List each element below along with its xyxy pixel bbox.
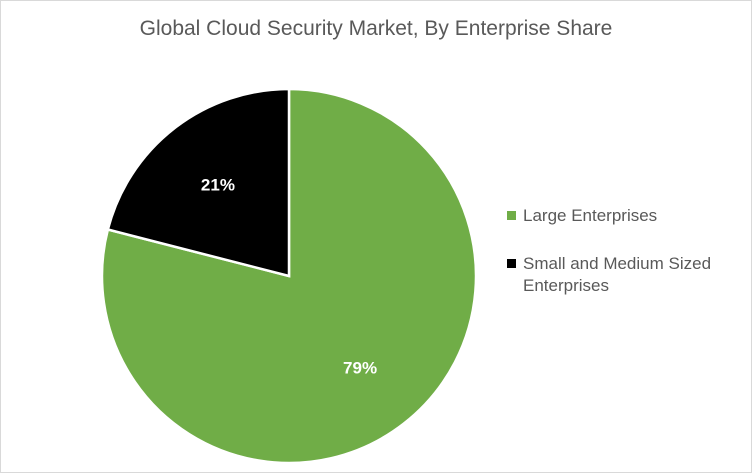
legend-swatch-sme xyxy=(507,259,516,268)
legend-label: Large Enterprises xyxy=(523,206,658,225)
legend: Large Enterprises Small and Medium Sized… xyxy=(507,205,733,323)
data-label-1: 21% xyxy=(201,175,235,194)
data-label-0: 79% xyxy=(343,359,377,378)
legend-label: Small and Medium Sized Enterprises xyxy=(523,254,712,295)
legend-item-sme: Small and Medium Sized Enterprises xyxy=(507,253,733,297)
pie-slice-1 xyxy=(106,87,291,278)
legend-swatch-large xyxy=(507,211,516,220)
chart-title: Global Cloud Security Market, By Enterpr… xyxy=(139,17,613,40)
legend-item-large: Large Enterprises xyxy=(507,205,733,227)
